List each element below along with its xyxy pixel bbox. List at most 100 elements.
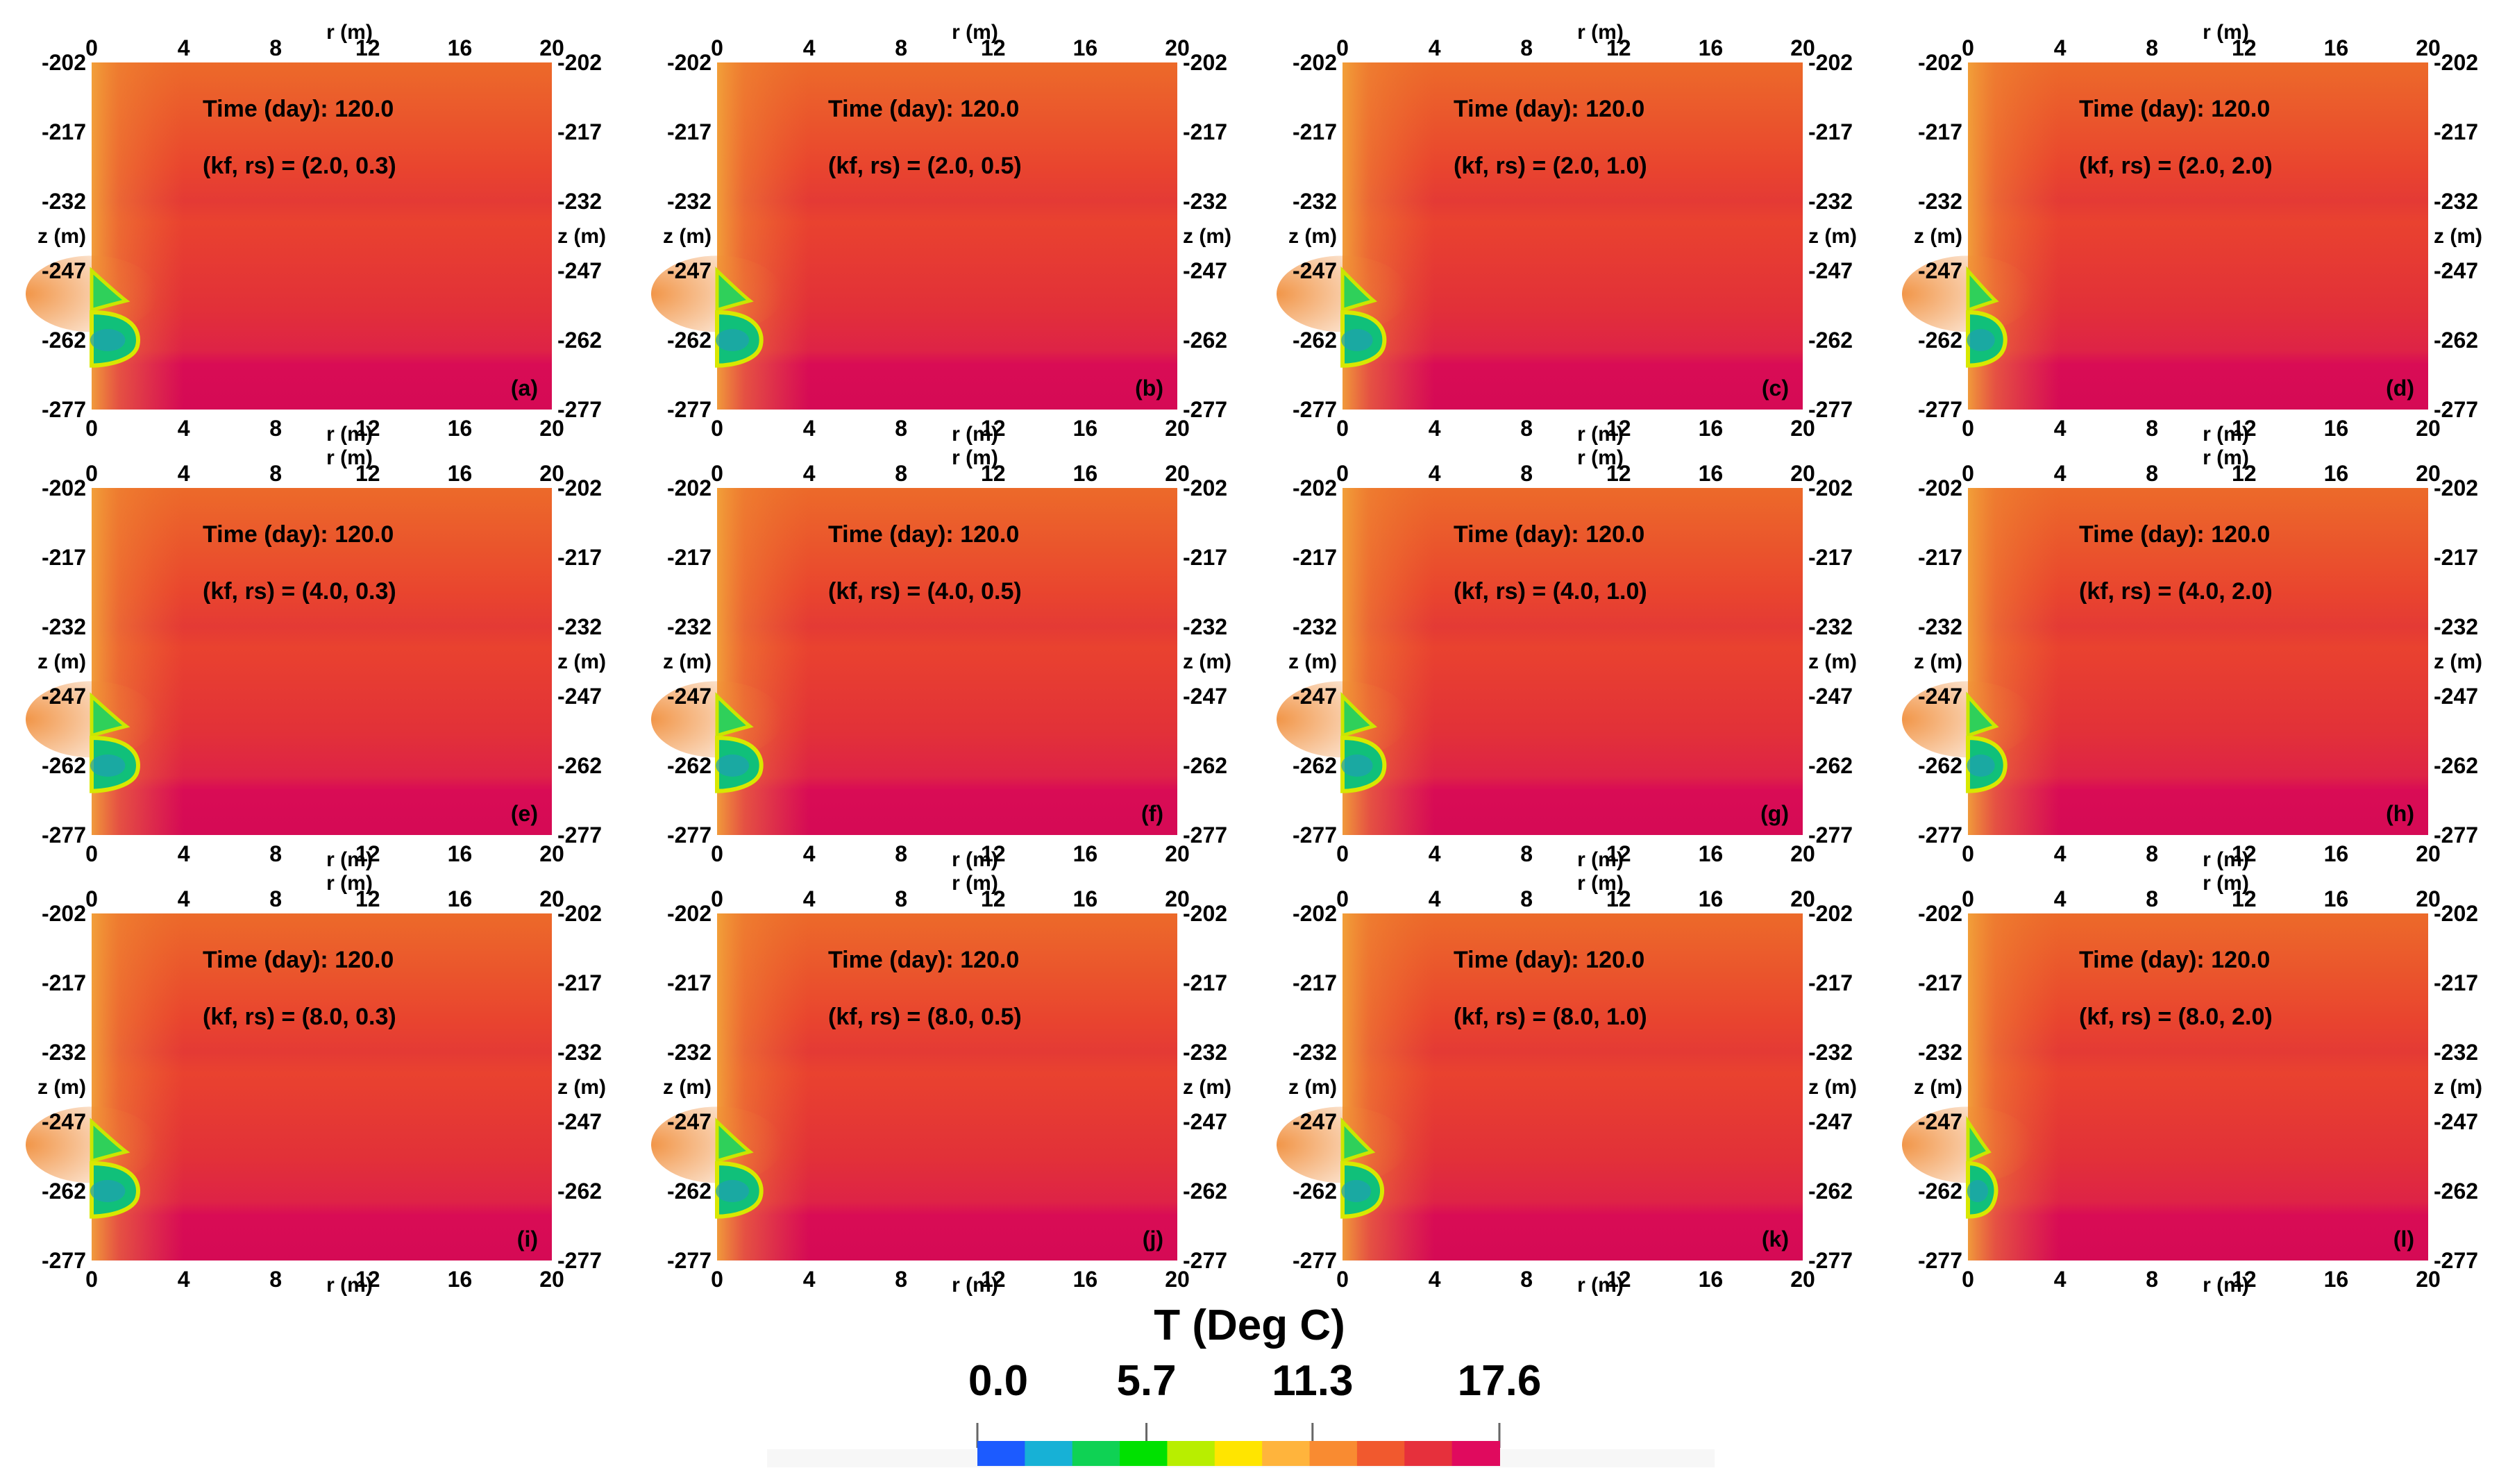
x-tick-label-bottom: 16 bbox=[448, 1267, 473, 1292]
colorbar-swatch bbox=[1025, 1441, 1073, 1466]
warm-wellbore-zone bbox=[92, 488, 552, 835]
y-tick-label-left: -232 bbox=[42, 614, 86, 639]
x-tick-label-top: 0 bbox=[85, 35, 98, 60]
x-tick-label-bottom: 16 bbox=[448, 841, 473, 866]
y-tick-label-right: -277 bbox=[1183, 823, 1227, 848]
panel-letter: (c) bbox=[1762, 376, 1789, 400]
x-tick-label-top: 8 bbox=[2146, 35, 2158, 60]
x-tick-label-bottom: 12 bbox=[981, 1267, 1006, 1292]
x-tick-label-bottom: 8 bbox=[895, 841, 907, 866]
x-axis-title-top: r (m) bbox=[952, 872, 998, 895]
heatmap-panel: Time (day): 120.0 (kf, rs) = (2.0, 0.5) (b… bbox=[651, 21, 1231, 446]
cold-zone-core bbox=[90, 754, 126, 777]
heatmap-panel: Time (day): 120.0 (kf, rs) = (2.0, 0.3) (a… bbox=[26, 21, 606, 446]
x-tick-label-top: 8 bbox=[269, 886, 282, 911]
y-tick-label-left: -277 bbox=[667, 397, 712, 422]
params-label: (kf, rs) = (8.0, 2.0) bbox=[2079, 1004, 2273, 1030]
time-label: Time (day): 120.0 bbox=[1454, 947, 1644, 973]
x-axis-title-bottom: r (m) bbox=[952, 848, 998, 871]
x-axis-title-bottom: r (m) bbox=[1577, 1274, 1624, 1297]
x-tick-label-top: 16 bbox=[1073, 886, 1098, 911]
x-tick-label-bottom: 4 bbox=[1429, 1267, 1441, 1292]
y-tick-label-right: -262 bbox=[1808, 1179, 1853, 1204]
colorbar-tick-labels: 0.0 5.7 11.3 17.6 bbox=[968, 1357, 1541, 1448]
x-tick-label-bottom: 16 bbox=[1073, 841, 1098, 866]
x-tick-label-bottom: 0 bbox=[1336, 416, 1349, 441]
y-tick-label-right: -277 bbox=[557, 823, 602, 848]
x-tick-label-bottom: 8 bbox=[1520, 1267, 1533, 1292]
cold-zone-core bbox=[90, 329, 126, 351]
x-tick-label-bottom: 16 bbox=[1699, 1267, 1724, 1292]
y-tick-label-right: -232 bbox=[1183, 189, 1227, 214]
colorbar-tick-label: 11.3 bbox=[1272, 1357, 1353, 1405]
y-tick-label-left: -202 bbox=[1293, 901, 1337, 926]
y-tick-label-left: -277 bbox=[1918, 397, 1962, 422]
y-tick-label-right: -217 bbox=[2434, 545, 2478, 570]
cold-zone-core bbox=[1341, 754, 1373, 777]
x-tick-label-top: 4 bbox=[2054, 461, 2067, 486]
y-tick-label-right: -202 bbox=[1808, 475, 1853, 500]
warm-wellbore-zone bbox=[717, 62, 1177, 410]
x-tick-label-top: 8 bbox=[269, 35, 282, 60]
y-tick-label-right: -262 bbox=[2434, 328, 2478, 353]
y-tick-label-right: -217 bbox=[1183, 970, 1227, 995]
x-tick-label-top: 8 bbox=[1520, 461, 1533, 486]
x-tick-label-top: 12 bbox=[2232, 461, 2257, 486]
x-tick-label-bottom: 16 bbox=[1073, 416, 1098, 441]
x-tick-label-bottom: 4 bbox=[2054, 1267, 2067, 1292]
x-tick-label-bottom: 0 bbox=[711, 1267, 723, 1292]
x-tick-label-bottom: 0 bbox=[1962, 1267, 1974, 1292]
y-tick-label-right: -217 bbox=[2434, 970, 2478, 995]
x-tick-label-bottom: 8 bbox=[1520, 416, 1533, 441]
x-tick-label-bottom: 12 bbox=[355, 841, 380, 866]
x-tick-label-top: 8 bbox=[2146, 886, 2158, 911]
y-tick-label-right: -217 bbox=[557, 119, 602, 144]
x-tick-label-bottom: 16 bbox=[448, 416, 473, 441]
time-label: Time (day): 120.0 bbox=[2079, 96, 2270, 122]
x-tick-label-bottom: 8 bbox=[895, 416, 907, 441]
y-tick-label-right: -247 bbox=[2434, 258, 2478, 283]
warm-wellbore-zone bbox=[1968, 62, 2428, 410]
x-tick-label-bottom: 0 bbox=[1962, 841, 1974, 866]
y-axis-title-left: z (m) bbox=[1914, 650, 1962, 673]
y-tick-label-left: -262 bbox=[1293, 753, 1337, 778]
cold-zone-core bbox=[1967, 754, 1995, 777]
x-tick-label-top: 4 bbox=[178, 35, 190, 60]
time-label: Time (day): 120.0 bbox=[828, 96, 1019, 122]
x-tick-label-top: 12 bbox=[1606, 886, 1631, 911]
x-tick-label-top: 4 bbox=[803, 461, 816, 486]
x-tick-label-bottom: 4 bbox=[1429, 841, 1441, 866]
y-tick-label-left: -232 bbox=[667, 614, 712, 639]
y-tick-label-right: -217 bbox=[1808, 119, 1853, 144]
y-tick-label-left: -262 bbox=[667, 328, 712, 353]
cold-zone-core bbox=[1967, 329, 1995, 351]
y-tick-label-right: -262 bbox=[557, 753, 602, 778]
x-tick-label-bottom: 12 bbox=[1606, 1267, 1631, 1292]
y-tick-label-right: -262 bbox=[2434, 1179, 2478, 1204]
x-tick-label-top: 0 bbox=[1336, 35, 1349, 60]
y-tick-label-left: -277 bbox=[42, 1248, 86, 1273]
x-tick-label-bottom: 12 bbox=[2232, 416, 2257, 441]
x-tick-label-top: 12 bbox=[981, 461, 1006, 486]
y-axis-title-left: z (m) bbox=[663, 225, 712, 248]
warm-wellbore-zone bbox=[1343, 62, 1803, 410]
y-tick-label-left: -232 bbox=[42, 1040, 86, 1065]
x-tick-label-bottom: 20 bbox=[2416, 1267, 2441, 1292]
y-tick-label-left: -277 bbox=[667, 1248, 712, 1273]
x-axis-title-bottom: r (m) bbox=[952, 423, 998, 446]
y-tick-label-right: -262 bbox=[1183, 1179, 1227, 1204]
x-tick-label-bottom: 12 bbox=[981, 841, 1006, 866]
y-tick-label-left: -262 bbox=[1293, 1179, 1337, 1204]
heatmap-panel: Time (day): 120.0 (kf, rs) = (2.0, 2.0) (d… bbox=[1902, 21, 2482, 446]
x-tick-label-bottom: 12 bbox=[1606, 416, 1631, 441]
x-tick-label-bottom: 0 bbox=[1336, 841, 1349, 866]
colorbar-swatch bbox=[1262, 1441, 1311, 1466]
y-axis-title-left: z (m) bbox=[663, 650, 712, 673]
y-tick-label-right: -262 bbox=[2434, 753, 2478, 778]
heatmap-panel: Time (day): 120.0 (kf, rs) = (8.0, 2.0) (l… bbox=[1902, 872, 2482, 1297]
y-tick-label-left: -247 bbox=[1918, 258, 1962, 283]
x-tick-label-top: 16 bbox=[2324, 461, 2349, 486]
heatmap-panel: Time (day): 120.0 (kf, rs) = (4.0, 1.0) (g… bbox=[1277, 446, 1857, 871]
y-tick-label-right: -247 bbox=[1183, 1109, 1227, 1134]
x-tick-label-top: 0 bbox=[1962, 886, 1974, 911]
